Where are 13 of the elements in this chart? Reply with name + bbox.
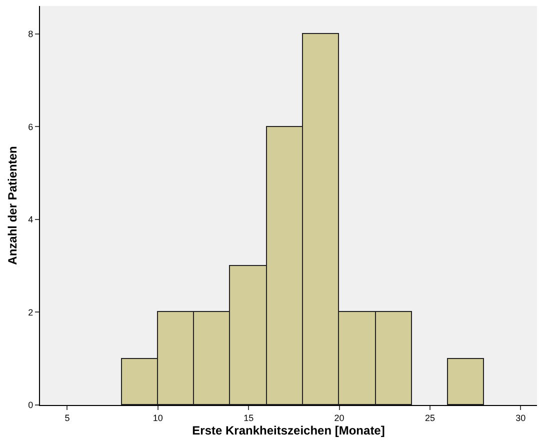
y-tick-label: 8 xyxy=(28,28,34,39)
x-tick-label: 15 xyxy=(244,412,254,423)
y-tick-label: 2 xyxy=(28,307,34,318)
y-tick-label: 0 xyxy=(28,400,34,410)
x-tick-label: 30 xyxy=(516,412,526,423)
x-tick-label: 10 xyxy=(152,412,163,423)
x-tick-label: 20 xyxy=(334,412,344,423)
x-axis-title: Erste Krankheitszeichen [Monate] xyxy=(192,424,385,438)
y-axis-title: Anzahl der Patienten xyxy=(5,146,20,265)
x-tick-label: 25 xyxy=(424,412,435,423)
x-tick-label: 5 xyxy=(64,412,70,423)
y-tick-label: 6 xyxy=(28,122,34,132)
y-tick-label: 4 xyxy=(28,214,34,225)
